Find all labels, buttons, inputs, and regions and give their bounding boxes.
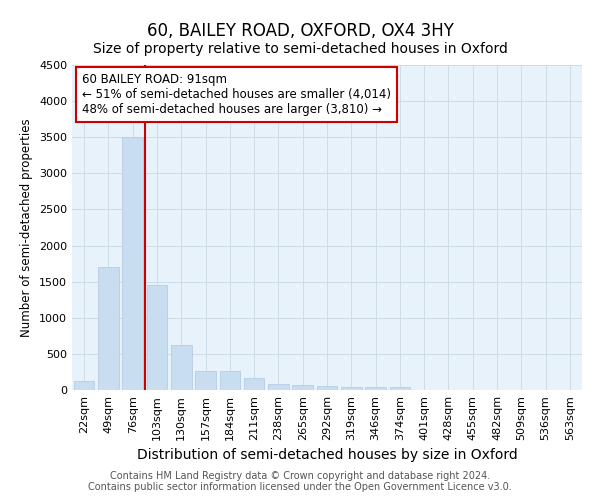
Bar bbox=[220, 370, 240, 390]
Bar bbox=[74, 380, 94, 390]
X-axis label: Distribution of semi-detached houses by size in Oxford: Distribution of semi-detached houses by … bbox=[137, 448, 517, 462]
Bar bbox=[389, 387, 410, 390]
Y-axis label: Number of semi-detached properties: Number of semi-detached properties bbox=[20, 118, 34, 337]
Bar bbox=[268, 384, 289, 390]
Bar bbox=[171, 345, 191, 390]
Text: 60 BAILEY ROAD: 91sqm
← 51% of semi-detached houses are smaller (4,014)
48% of s: 60 BAILEY ROAD: 91sqm ← 51% of semi-deta… bbox=[82, 73, 391, 116]
Bar bbox=[292, 385, 313, 390]
Text: 60, BAILEY ROAD, OXFORD, OX4 3HY: 60, BAILEY ROAD, OXFORD, OX4 3HY bbox=[146, 22, 454, 40]
Bar bbox=[122, 137, 143, 390]
Bar bbox=[341, 387, 362, 390]
Text: Size of property relative to semi-detached houses in Oxford: Size of property relative to semi-detach… bbox=[92, 42, 508, 56]
Bar bbox=[195, 370, 216, 390]
Bar bbox=[365, 387, 386, 390]
Bar bbox=[317, 386, 337, 390]
Bar bbox=[244, 378, 265, 390]
Bar bbox=[146, 286, 167, 390]
Text: Contains HM Land Registry data © Crown copyright and database right 2024.
Contai: Contains HM Land Registry data © Crown c… bbox=[88, 471, 512, 492]
Bar bbox=[98, 267, 119, 390]
